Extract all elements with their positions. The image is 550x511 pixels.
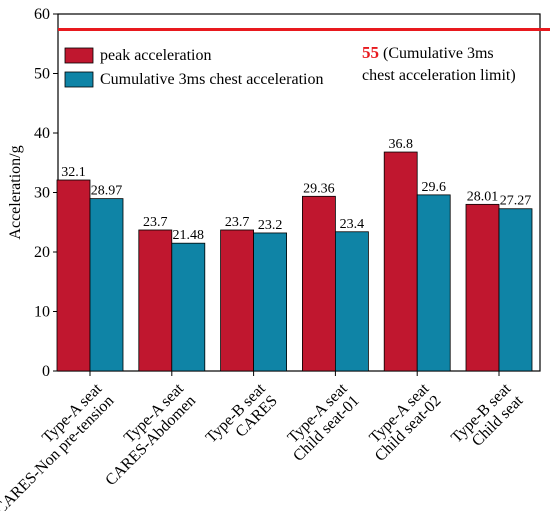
- value-label: 36.8: [388, 137, 413, 152]
- y-tick-label: 10: [34, 304, 50, 321]
- annotation-text: chest acceleration limit): [362, 67, 516, 84]
- annotation-text: (Cumulative 3ms: [379, 45, 494, 62]
- bar: [253, 232, 288, 372]
- bar: [416, 194, 451, 372]
- y-tick-label: 50: [34, 66, 50, 83]
- value-label: 32.1: [61, 165, 86, 180]
- legend-label: peak acceleration: [100, 47, 211, 64]
- value-label: 23.7: [143, 215, 168, 230]
- bar: [465, 203, 500, 372]
- bar: [138, 229, 173, 372]
- bar: [301, 195, 336, 372]
- legend-label: Cumulative 3ms chest acceleration: [100, 71, 323, 88]
- value-label: 28.01: [467, 189, 499, 204]
- bar: [89, 198, 124, 372]
- bar: [383, 151, 418, 372]
- y-tick-label: 30: [34, 185, 50, 202]
- value-label: 21.48: [173, 228, 205, 243]
- bar: [56, 179, 91, 372]
- value-label: 29.6: [421, 180, 446, 195]
- value-label: 28.97: [91, 184, 123, 199]
- annotation: 55 (Cumulative 3ms: [362, 43, 494, 62]
- legend-swatch: [64, 71, 94, 88]
- value-label: 23.4: [340, 217, 365, 232]
- x-tick-label: CARES-Non pre-tension: [0, 392, 117, 511]
- bar: [220, 229, 255, 372]
- value-label: 27.27: [500, 194, 532, 209]
- y-tick-label: 0: [42, 363, 50, 380]
- bar: [171, 242, 206, 372]
- value-label: 23.7: [225, 215, 250, 230]
- value-label: 23.2: [258, 218, 283, 233]
- y-tick-label: 20: [34, 244, 50, 261]
- y-tick-label: 60: [34, 6, 50, 23]
- value-label: 29.36: [303, 181, 335, 196]
- legend-swatch: [64, 47, 94, 64]
- y-tick-label: 40: [34, 125, 50, 142]
- bar: [498, 208, 533, 372]
- annotation-value: 55: [362, 43, 379, 62]
- bar: [334, 231, 369, 372]
- y-axis-label: Acceleration/g: [7, 145, 24, 239]
